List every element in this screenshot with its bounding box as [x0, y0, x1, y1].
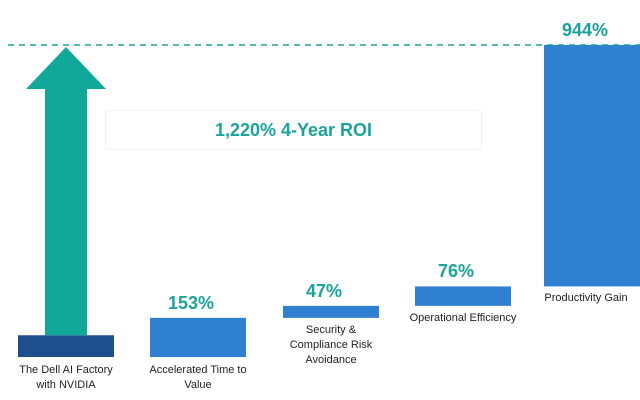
bar [283, 305, 379, 318]
bar [150, 317, 246, 357]
bar [544, 45, 640, 287]
category-label: Operational Efficiency [409, 311, 517, 324]
category-label: The Dell AI Factory with NVIDIA [19, 364, 113, 391]
value-label: 47% [291, 279, 357, 302]
roi-arrow-shaft [45, 87, 87, 336]
value-label: 76% [423, 260, 489, 283]
value-label: 944% [552, 19, 618, 41]
category-label: Productivity Gain [544, 292, 628, 305]
category-label: Security & Compliance Risk Avoidance [289, 323, 373, 366]
category-label: Accelerated Time to Value [149, 364, 247, 391]
bar [18, 335, 114, 357]
roi-arrow-head [26, 47, 106, 89]
roi-annotation: 1,220% 4-Year ROI [105, 110, 482, 150]
value-label: 153% [158, 291, 224, 314]
bar [415, 286, 511, 306]
